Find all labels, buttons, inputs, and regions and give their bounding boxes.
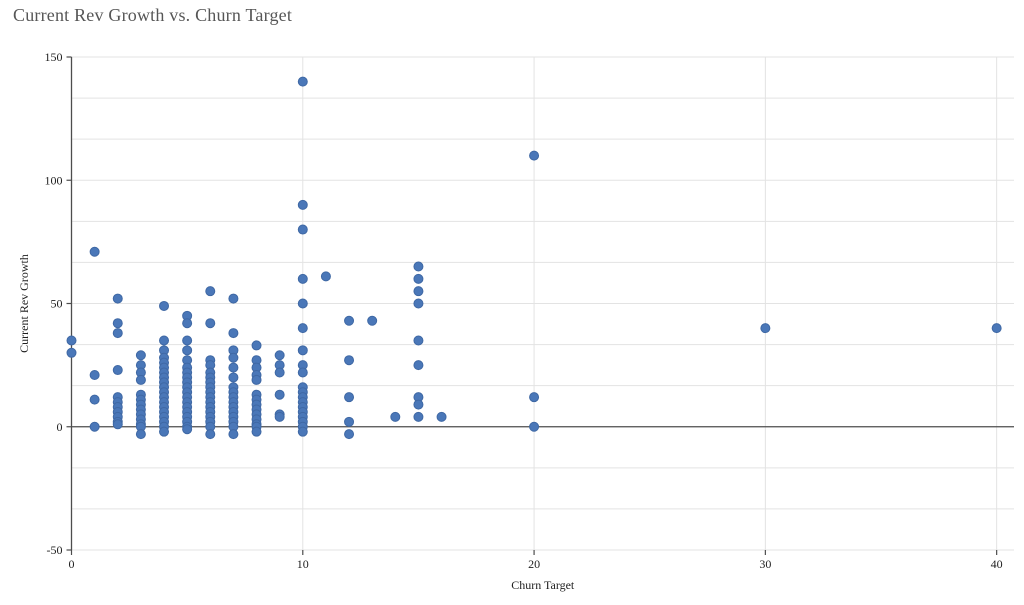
chart-title: Current Rev Growth vs. Churn Target <box>13 5 293 25</box>
data-point <box>89 369 100 380</box>
x-axis-title: Churn Target <box>511 578 575 592</box>
data-point <box>228 362 239 373</box>
data-point <box>760 323 771 334</box>
data-point <box>159 300 170 311</box>
data-point <box>413 335 424 346</box>
data-point <box>297 273 308 284</box>
data-point <box>413 286 424 297</box>
data-point <box>89 421 100 432</box>
data-point <box>135 350 146 361</box>
data-point <box>89 246 100 257</box>
x-tick-label: 20 <box>528 557 540 571</box>
data-point <box>297 224 308 235</box>
data-point <box>182 424 193 435</box>
data-point <box>529 421 540 432</box>
data-point <box>66 347 77 358</box>
data-point <box>274 350 285 361</box>
data-point <box>228 372 239 383</box>
data-point <box>344 315 355 326</box>
data-point <box>436 411 447 422</box>
data-point <box>66 335 77 346</box>
y-tick-label: 0 <box>57 420 63 434</box>
data-point <box>135 429 146 440</box>
data-point <box>112 318 123 329</box>
y-tick-label: 50 <box>51 297 63 311</box>
data-point <box>112 328 123 339</box>
data-point <box>274 389 285 400</box>
data-point <box>89 394 100 405</box>
data-point <box>413 411 424 422</box>
data-point <box>228 352 239 363</box>
data-point <box>205 318 216 329</box>
data-point <box>228 328 239 339</box>
data-point <box>344 429 355 440</box>
x-tick-label: 40 <box>991 557 1003 571</box>
data-point <box>297 323 308 334</box>
data-point <box>529 392 540 403</box>
data-point <box>344 392 355 403</box>
data-point <box>112 419 123 430</box>
data-point <box>413 273 424 284</box>
data-point <box>529 150 540 161</box>
data-point <box>182 318 193 329</box>
data-point <box>297 199 308 210</box>
data-point <box>205 286 216 297</box>
data-point <box>390 411 401 422</box>
data-point <box>413 261 424 272</box>
data-point <box>991 323 1002 334</box>
data-point <box>251 340 262 351</box>
data-point <box>344 416 355 427</box>
data-point <box>367 315 378 326</box>
data-point <box>297 298 308 309</box>
y-tick-label: 100 <box>45 173 63 187</box>
data-point <box>413 360 424 371</box>
data-point <box>182 345 193 356</box>
data-point <box>251 374 262 385</box>
data-point <box>251 426 262 437</box>
data-point <box>159 426 170 437</box>
data-point <box>112 365 123 376</box>
data-point <box>297 367 308 378</box>
data-point <box>297 76 308 87</box>
data-point <box>413 399 424 410</box>
data-point <box>320 271 331 282</box>
y-tick-label: -50 <box>47 543 63 557</box>
x-tick-label: 0 <box>69 557 75 571</box>
y-axis-title: Current Rev Growth <box>17 254 31 353</box>
data-point <box>297 426 308 437</box>
data-point <box>112 293 123 304</box>
data-point <box>205 429 216 440</box>
data-point <box>274 411 285 422</box>
data-point <box>228 429 239 440</box>
x-tick-label: 30 <box>759 557 771 571</box>
data-point <box>135 374 146 385</box>
data-point <box>182 335 193 346</box>
data-point <box>274 367 285 378</box>
data-point <box>228 293 239 304</box>
data-point <box>297 345 308 356</box>
x-tick-label: 10 <box>297 557 309 571</box>
data-point <box>344 355 355 366</box>
data-point <box>413 298 424 309</box>
data-point <box>159 335 170 346</box>
y-tick-label: 150 <box>45 50 63 64</box>
